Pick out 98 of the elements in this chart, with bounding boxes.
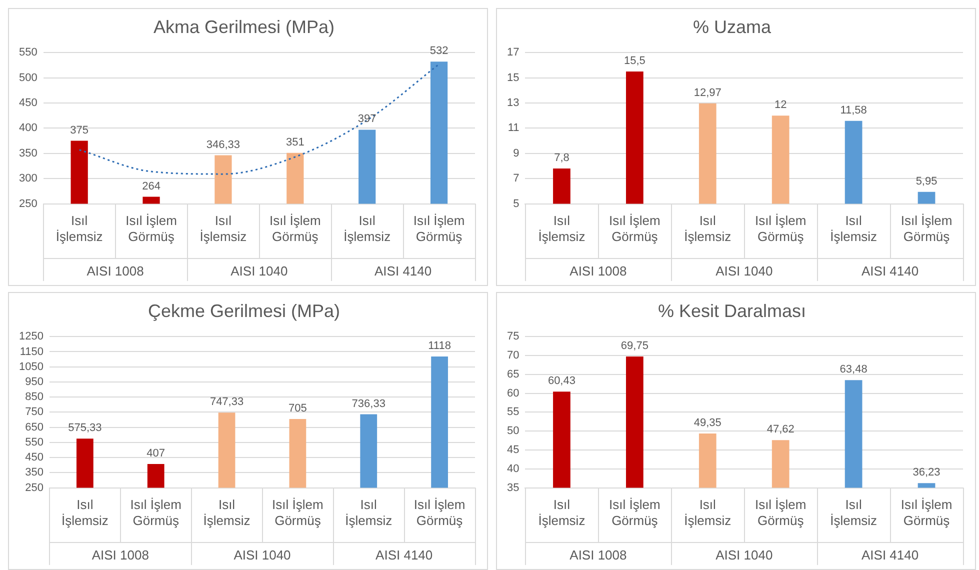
y-tick-label: 400 [18, 122, 38, 134]
data-label: 36,23 [912, 466, 940, 479]
y-tick-label: 250 [25, 482, 44, 494]
x-tick-label: Isıl İşlemsiz [203, 497, 250, 528]
y-tick-label: 350 [18, 147, 38, 160]
x-tick-label: Isıl İşlem Görmüş [609, 213, 660, 244]
x-tick-label: Isıl İşlem Görmüş [270, 213, 321, 244]
y-tick-label: 60 [506, 387, 520, 400]
y-tick-label: 550 [25, 436, 44, 448]
y-tick-label: 950 [25, 376, 44, 388]
y-tick-label: 750 [25, 406, 44, 418]
data-label: 12 [774, 99, 787, 112]
data-label: 351 [286, 136, 304, 148]
y-tick-label: 5 [513, 198, 520, 210]
x-tick-label: Isıl İşlem Görmüş [414, 497, 466, 528]
x-tick-label: Isıl İşlemsiz [538, 213, 586, 244]
x-tick-label: Isıl İşlemsiz [538, 497, 586, 528]
chart-title: Akma Gerilmesi (MPa) [153, 16, 335, 37]
y-tick-label: 1050 [18, 360, 44, 373]
y-tick-label: 50 [506, 425, 520, 438]
data-label: 1118 [428, 340, 451, 352]
y-tick-label: 17 [506, 46, 520, 59]
x-tick-label: Isıl İşlem Görmüş [413, 213, 465, 244]
data-label: 47,62 [766, 424, 794, 436]
x-tick-label: Isıl İşlemsiz [200, 213, 247, 244]
y-tick-label: 40 [506, 462, 520, 475]
x-tick-label: Isıl İşlem Görmüş [126, 213, 177, 244]
data-label: 49,35 [694, 417, 722, 430]
y-tick-label: 300 [18, 172, 38, 185]
y-tick-label: 65 [506, 368, 520, 380]
y-tick-label: 450 [18, 97, 38, 110]
data-label: 747,33 [210, 396, 244, 408]
y-tick-label: 550 [18, 46, 38, 59]
y-tick-label: 11 [508, 122, 520, 134]
x-tick-label: Isıl İşlemsiz [56, 213, 103, 244]
y-tick-label: 13 [506, 97, 520, 110]
data-label: 736,33 [352, 398, 386, 410]
chart-title: Çekme Gerilmesi (MPa) [148, 300, 340, 321]
x-tick-label: Isıl İşlem Görmüş [272, 497, 324, 528]
y-tick-label: 75 [506, 330, 520, 343]
data-label: 705 [288, 402, 307, 415]
x-tick-label: Isıl İşlem Görmüş [754, 497, 806, 528]
y-tick-label: 70 [506, 350, 520, 362]
x-tick-label: Isıl İşlem Görmüş [900, 497, 952, 528]
y-tick-label: 250 [18, 198, 38, 210]
data-label: 69,75 [620, 340, 648, 352]
x-tick-label: Isıl İşlem Görmüş [609, 497, 660, 528]
data-label: 60,43 [548, 375, 576, 388]
x-tick-label: Isıl İşlemsiz [345, 497, 392, 528]
x-tick-label: Isıl İşlemsiz [344, 213, 391, 244]
text: AISI 1008 [570, 264, 627, 279]
x-tick-label: Isıl İşlemsiz [684, 213, 732, 244]
x-tick-label: Isıl İşlemsiz [61, 497, 108, 528]
data-label: 375 [70, 124, 89, 136]
text: AISI 1040 [716, 264, 773, 279]
data-label: 397 [358, 113, 376, 126]
y-tick-label: 35 [506, 482, 520, 494]
text: AISI 1008 [92, 548, 149, 563]
data-label: 7,8 [554, 152, 570, 164]
data-label: 346,33 [206, 138, 240, 151]
data-label: 575,33 [68, 422, 102, 434]
x-tick-label: Isıl İşlem Görmüş [130, 497, 182, 528]
y-tick-label: 55 [506, 406, 520, 418]
y-tick-label: 650 [25, 421, 44, 434]
y-tick-label: 45 [506, 444, 520, 456]
x-tick-label: Isıl İşlemsiz [684, 497, 732, 528]
text: AISI 4140 [861, 548, 919, 563]
text: AISI 1040 [716, 548, 773, 563]
text: AISI 4140 [376, 548, 433, 563]
data-label: 5,95 [916, 175, 938, 188]
chart-title: % Uzama [692, 16, 772, 37]
text: AISI 4140 [861, 264, 919, 279]
data-label: 15,5 [624, 55, 646, 68]
data-label: 12,97 [694, 86, 722, 99]
text: AISI 1040 [230, 264, 288, 279]
x-tick-label: Isıl İşlemsiz [830, 213, 878, 244]
data-label: 264 [142, 180, 160, 192]
x-tick-label: Isıl İşlem Görmüş [900, 213, 952, 244]
text: AISI 4140 [374, 264, 432, 279]
text: AISI 1008 [570, 548, 627, 563]
data-label: 407 [146, 448, 166, 460]
y-tick-label: 7 [513, 172, 520, 185]
y-tick-label: 9 [513, 147, 520, 160]
y-tick-label: 450 [25, 452, 44, 464]
data-label: 532 [430, 45, 448, 58]
y-tick-label: 1250 [18, 330, 44, 343]
data-label: 11,58 [840, 104, 867, 116]
y-tick-label: 1150 [20, 346, 44, 358]
text: AISI 1040 [234, 548, 291, 563]
text: AISI 1008 [86, 264, 144, 279]
chart-title: % Kesit Daralması [658, 300, 806, 321]
y-tick-label: 15 [506, 72, 520, 84]
data-label: 63,48 [840, 364, 868, 376]
x-tick-label: Isıl İşlem Görmüş [754, 213, 806, 244]
x-tick-label: Isıl İşlemsiz [830, 497, 878, 528]
y-tick-label: 350 [25, 466, 44, 479]
y-tick-label: 500 [18, 72, 38, 84]
y-tick-label: 850 [25, 391, 44, 404]
